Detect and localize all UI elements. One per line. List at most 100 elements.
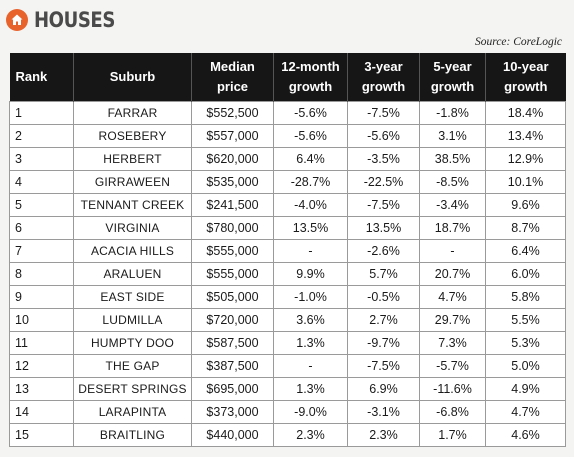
- cell-3-year-growth: 6.9%: [347, 377, 420, 401]
- cell-suburb: VIRGINIA: [73, 216, 192, 240]
- column-header-rank: Rank: [9, 53, 74, 102]
- cell-suburb: ARALUEN: [73, 262, 192, 286]
- cell-suburb: THE GAP: [73, 354, 192, 378]
- cell-10-year-growth: 9.6%: [485, 193, 566, 217]
- table-row: 8 ARALUEN $555,000 9.9% 5.7% 20.7% 6.0%: [9, 262, 566, 286]
- cell-median-price: $780,000: [191, 216, 274, 240]
- cell-12-month-growth: -28.7%: [273, 170, 348, 194]
- cell-5-year-growth: -: [419, 239, 486, 263]
- cell-3-year-growth: -2.6%: [347, 239, 420, 263]
- cell-rank: 8: [9, 262, 74, 286]
- cell-suburb: HUMPTY DOO: [73, 331, 192, 355]
- cell-rank: 4: [9, 170, 74, 194]
- cell-3-year-growth: 13.5%: [347, 216, 420, 240]
- cell-suburb: LUDMILLA: [73, 308, 192, 332]
- cell-5-year-growth: -8.5%: [419, 170, 486, 194]
- cell-12-month-growth: -9.0%: [273, 400, 348, 424]
- cell-5-year-growth: -1.8%: [419, 101, 486, 125]
- cell-5-year-growth: 18.7%: [419, 216, 486, 240]
- cell-12-month-growth: -5.6%: [273, 101, 348, 125]
- page-title: HOUSES: [34, 8, 115, 32]
- cell-5-year-growth: -3.4%: [419, 193, 486, 217]
- cell-rank: 10: [9, 308, 74, 332]
- cell-suburb: ACACIA HILLS: [73, 239, 192, 263]
- cell-10-year-growth: 6.4%: [485, 239, 566, 263]
- cell-rank: 11: [9, 331, 74, 355]
- cell-rank: 6: [9, 216, 74, 240]
- title-bar: HOUSES: [6, 8, 128, 32]
- cell-suburb: BRAITLING: [73, 423, 192, 447]
- houses-table: Rank Suburb Median price 12-month growth 3…: [9, 53, 566, 447]
- table-row: 7 ACACIA HILLS $555,000- -2.6% -6.4%: [9, 239, 566, 263]
- cell-5-year-growth: -5.7%: [419, 354, 486, 378]
- cell-rank: 5: [9, 193, 74, 217]
- table-row: 10 LUDMILLA $720,000 3.6% 2.7% 29.7% 5.5%: [9, 308, 566, 332]
- cell-12-month-growth: 13.5%: [273, 216, 348, 240]
- cell-median-price: $373,000: [191, 400, 274, 424]
- source-note: Source: CoreLogic: [475, 36, 562, 48]
- column-header-12-month-growth: 12-month growth: [273, 53, 348, 102]
- cell-median-price: $241,500: [191, 193, 274, 217]
- table-row: 11 HUMPTY DOO $587,500 1.3% -9.7% 7.3% 5.3%: [9, 331, 566, 355]
- cell-median-price: $720,000: [191, 308, 274, 332]
- cell-12-month-growth: -4.0%: [273, 193, 348, 217]
- table-row: 4 GIRRAWEEN $535,000 -28.7% -22.5% -8.5% 10.1%: [9, 170, 566, 194]
- cell-3-year-growth: 5.7%: [347, 262, 420, 286]
- cell-rank: 9: [9, 285, 74, 309]
- column-header-suburb: Suburb: [73, 53, 192, 102]
- cell-median-price: $440,000: [191, 423, 274, 447]
- column-header-median-price: Median price: [191, 53, 274, 102]
- cell-10-year-growth: 4.6%: [485, 423, 566, 447]
- cell-rank: 13: [9, 377, 74, 401]
- cell-median-price: $557,000: [191, 124, 274, 148]
- cell-median-price: $552,500: [191, 101, 274, 125]
- cell-10-year-growth: 5.0%: [485, 354, 566, 378]
- cell-median-price: $587,500: [191, 331, 274, 355]
- table-row: 15 BRAITLING $440,000 2.3% 2.3% 1.7% 4.6%: [9, 423, 566, 447]
- cell-10-year-growth: 18.4%: [485, 101, 566, 125]
- cell-10-year-growth: 6.0%: [485, 262, 566, 286]
- cell-suburb: ROSEBERY: [73, 124, 192, 148]
- cell-rank: 14: [9, 400, 74, 424]
- cell-10-year-growth: 8.7%: [485, 216, 566, 240]
- cell-suburb: TENNANT CREEK: [73, 193, 192, 217]
- cell-median-price: $555,000: [191, 239, 274, 263]
- cell-3-year-growth: -5.6%: [347, 124, 420, 148]
- cell-12-month-growth: 9.9%: [273, 262, 348, 286]
- cell-5-year-growth: 4.7%: [419, 285, 486, 309]
- cell-3-year-growth: -3.5%: [347, 147, 420, 171]
- cell-10-year-growth: 4.9%: [485, 377, 566, 401]
- cell-10-year-growth: 12.9%: [485, 147, 566, 171]
- cell-12-month-growth: 3.6%: [273, 308, 348, 332]
- column-header-3-year-growth: 3-year growth: [347, 53, 420, 102]
- home-icon: [6, 9, 28, 31]
- cell-rank: 2: [9, 124, 74, 148]
- column-header-10-year-growth: 10-year growth: [485, 53, 566, 102]
- cell-median-price: $555,000: [191, 262, 274, 286]
- cell-5-year-growth: 29.7%: [419, 308, 486, 332]
- cell-12-month-growth: 1.3%: [273, 331, 348, 355]
- cell-3-year-growth: 2.7%: [347, 308, 420, 332]
- cell-suburb: DESERT SPRINGS: [73, 377, 192, 401]
- cell-3-year-growth: -3.1%: [347, 400, 420, 424]
- table-row: 5 TENNANT CREEK $241,500 -4.0% -7.5% -3.4% 9.6…: [9, 193, 566, 217]
- table-row: 1 FARRAR $552,500 -5.6% -7.5% -1.8% 18.4%: [9, 101, 566, 125]
- cell-suburb: EAST SIDE: [73, 285, 192, 309]
- cell-median-price: $535,000: [191, 170, 274, 194]
- cell-rank: 7: [9, 239, 74, 263]
- cell-10-year-growth: 5.8%: [485, 285, 566, 309]
- cell-10-year-growth: 10.1%: [485, 170, 566, 194]
- cell-rank: 1: [9, 101, 74, 125]
- cell-median-price: $387,500: [191, 354, 274, 378]
- cell-12-month-growth: 1.3%: [273, 377, 348, 401]
- cell-10-year-growth: 5.5%: [485, 308, 566, 332]
- table-row: 9 EAST SIDE $505,000 -1.0% -0.5% 4.7% 5.8%: [9, 285, 566, 309]
- table-row: 3 HERBERT $620,000 6.4% -3.5% 38.5% 12.9%: [9, 147, 566, 171]
- cell-5-year-growth: -11.6%: [419, 377, 486, 401]
- cell-3-year-growth: -9.7%: [347, 331, 420, 355]
- cell-10-year-growth: 4.7%: [485, 400, 566, 424]
- cell-12-month-growth: -: [273, 239, 348, 263]
- column-header-5-year-growth: 5-year growth: [419, 53, 486, 102]
- cell-rank: 3: [9, 147, 74, 171]
- cell-suburb: FARRAR: [73, 101, 192, 125]
